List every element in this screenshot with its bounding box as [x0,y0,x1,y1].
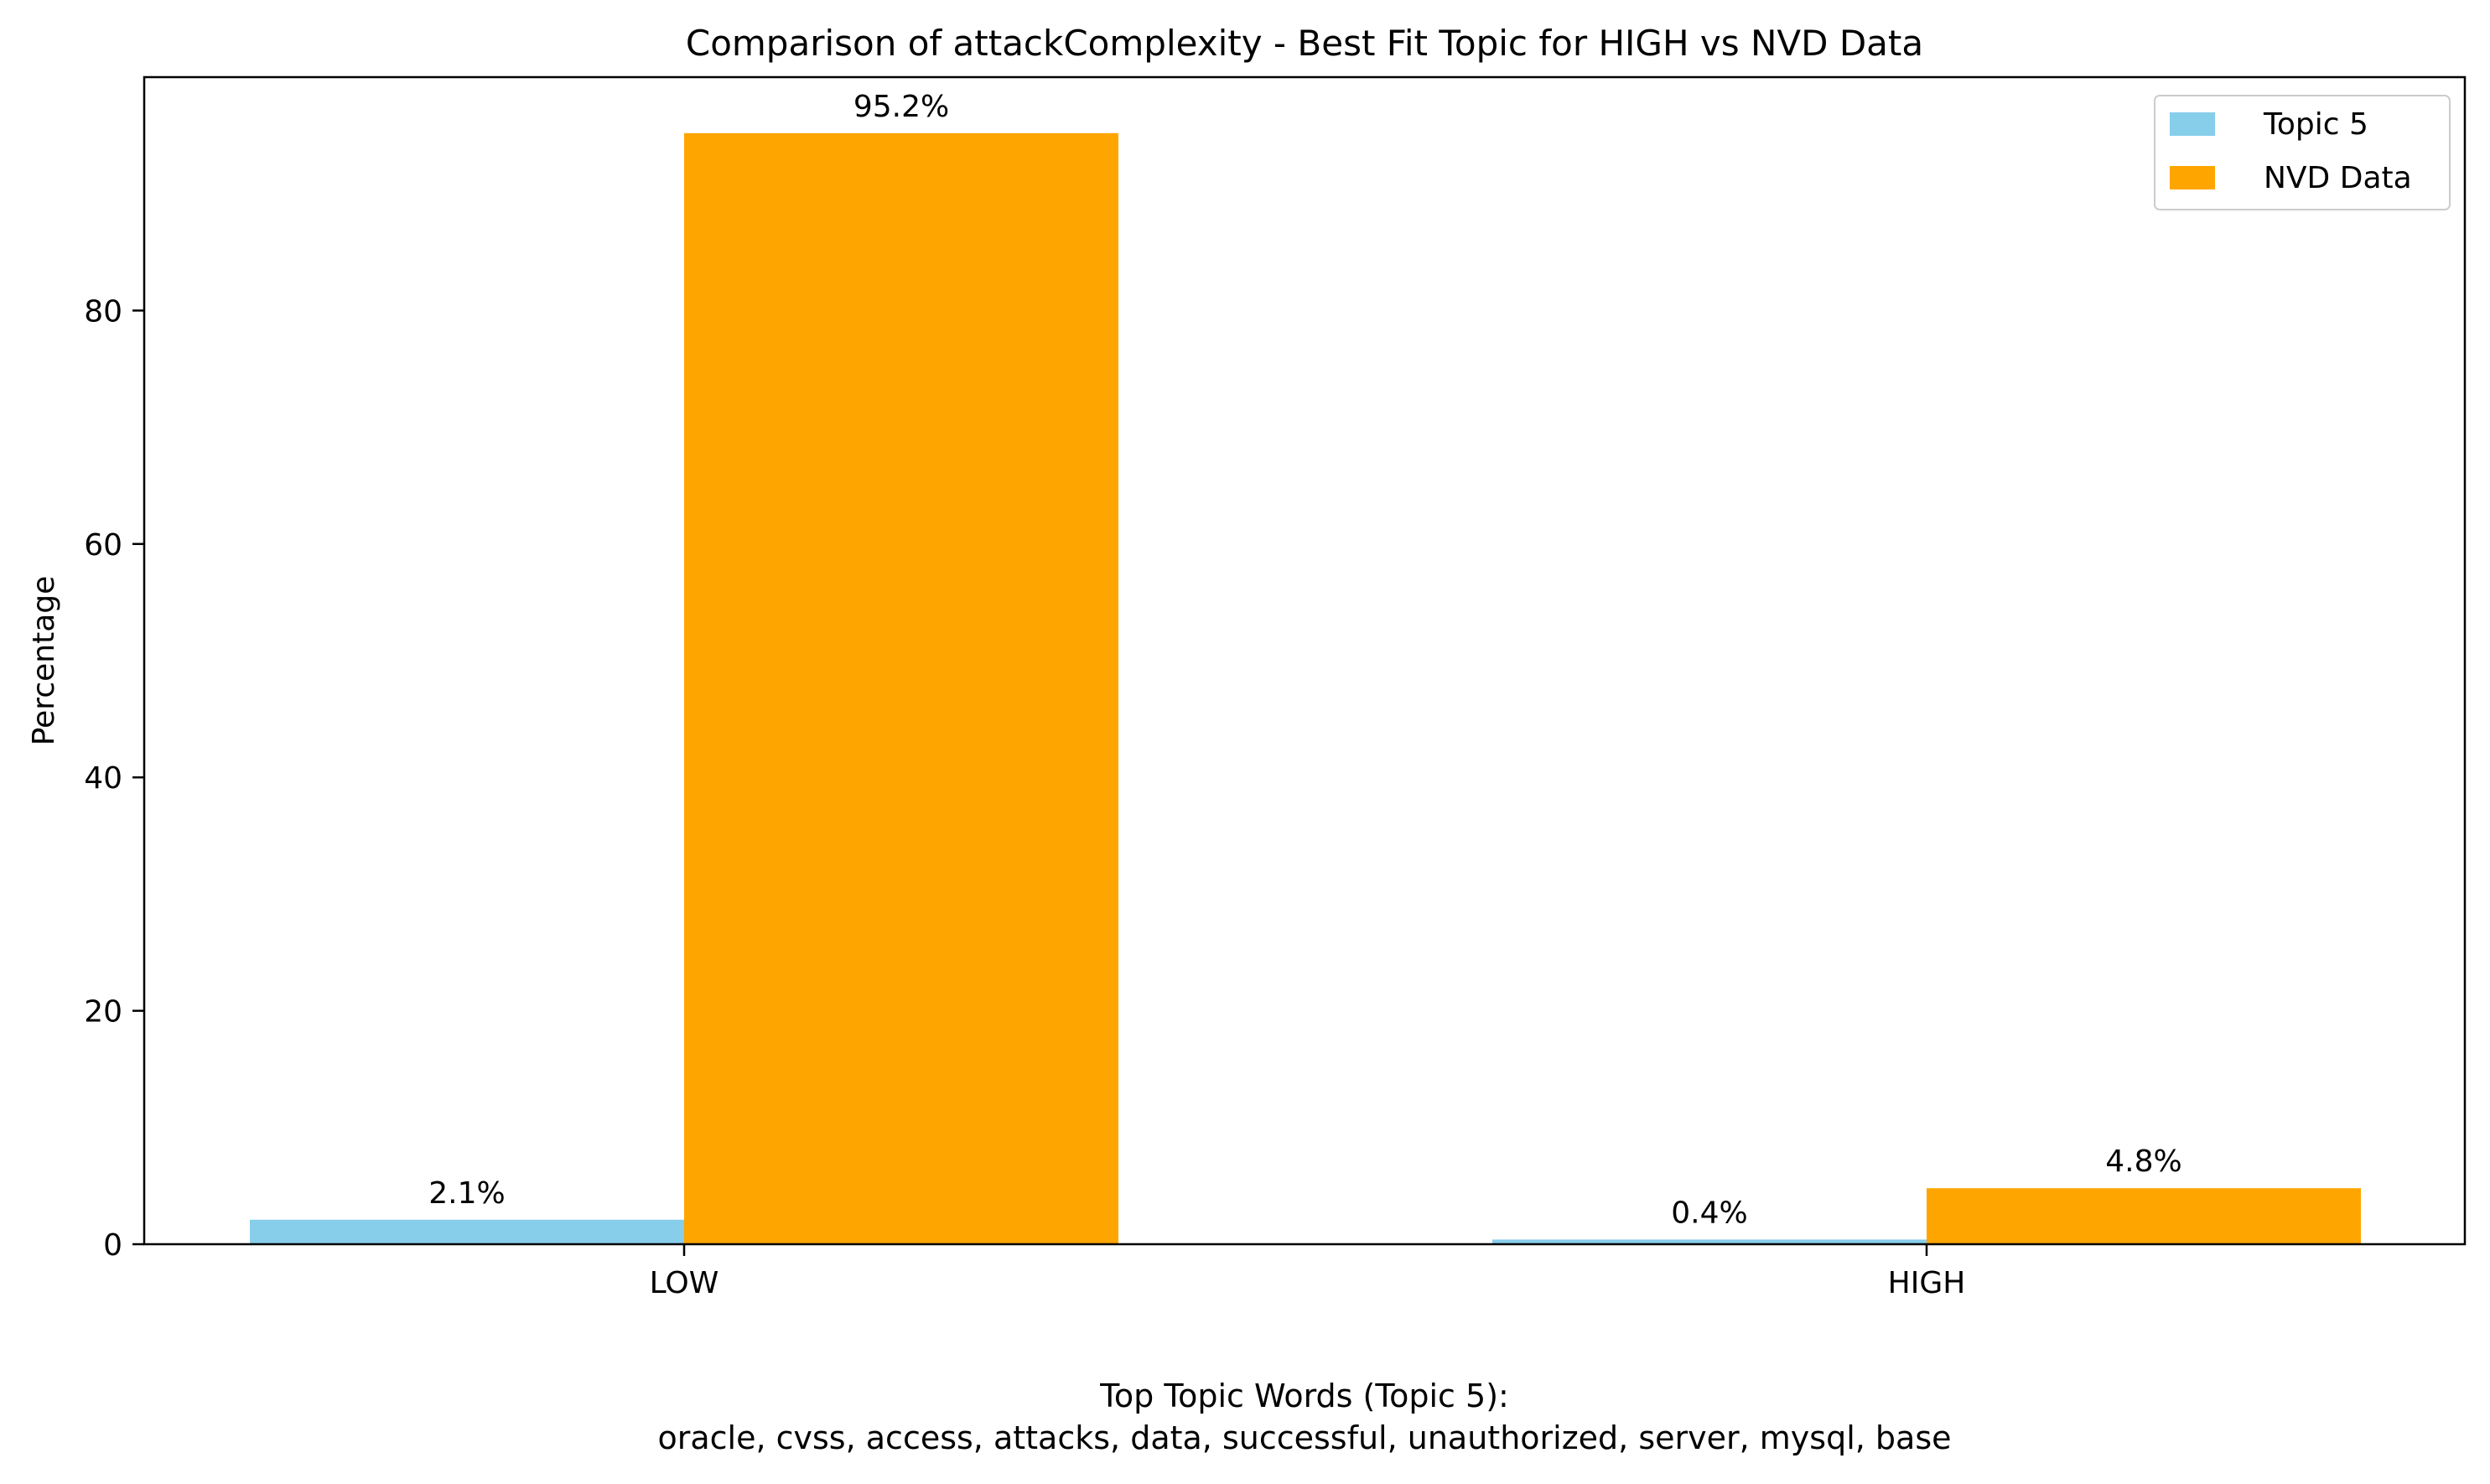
x-tick-label-low: LOW [650,1266,719,1300]
bar-label-topic-5-high: 0.4% [1671,1196,1747,1230]
bar-labels-group: 2.1% 95.2% 0.4% 4.8% [428,90,2181,1231]
y-axis: 0 20 40 60 80 [84,294,144,1263]
bar-nvd-data-high [1927,1188,2361,1244]
legend-label-nvd-data: NVD Data [2264,161,2412,195]
footer-topic-words-heading: Top Topic Words (Topic 5): [1099,1378,1509,1414]
y-tick-label-60: 60 [84,528,122,563]
chart-title: Comparison of attackComplexity - Best Fi… [686,23,1923,64]
y-tick-label-20: 20 [84,995,122,1030]
bar-label-nvd-data-high: 4.8% [2105,1144,2181,1179]
y-axis-label: Percentage [27,576,61,746]
bar-label-nvd-data-low: 95.2% [853,90,949,124]
legend-swatch-topic-5 [2170,112,2215,136]
bar-label-topic-5-low: 2.1% [428,1176,505,1211]
y-tick-label-80: 80 [84,294,122,329]
x-tick-label-high: HIGH [1888,1266,1966,1300]
bars-group [250,132,2361,1244]
legend-label-topic-5: Topic 5 [2263,107,2368,142]
y-tick-label-40: 40 [84,761,122,796]
y-tick-label-0: 0 [103,1228,122,1263]
bar-nvd-data-low [684,132,1118,1244]
legend: Topic 5 NVD Data [2154,95,2451,210]
bar-topic-5-high [1492,1239,1927,1244]
legend-swatch-nvd-data [2170,166,2215,189]
bar-topic-5-low [250,1219,684,1244]
x-axis: LOW HIGH [650,1244,1966,1300]
plot-frame [143,75,2467,1246]
legend-frame [2154,95,2451,210]
footer-topic-words-list: oracle, cvss, access, attacks, data, suc… [657,1419,1951,1456]
